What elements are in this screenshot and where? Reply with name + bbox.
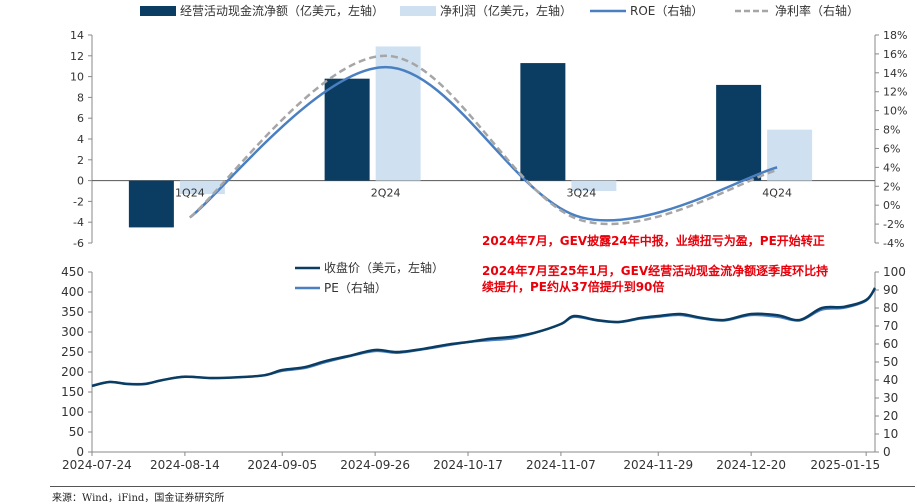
chart-1-right-tick-label: 14%: [883, 67, 907, 80]
chart-1-left-tick-label: 12: [70, 50, 84, 63]
chart-1-net-margin-line: [189, 54, 778, 226]
chart-1-legend-swatch: [400, 6, 436, 16]
chart-1-bar: [128, 180, 174, 228]
chart-1-left-tick-label: 4: [77, 133, 84, 146]
chart-1-right-tick-label: 0%: [883, 199, 900, 212]
chart-2-x-tick-label: 2024-11-29: [623, 458, 693, 472]
chart-2-right-tick-label: 60: [883, 337, 898, 351]
chart-1-right-tick-label: 4%: [883, 161, 900, 174]
chart-1-legend-label: 净利率（右轴）: [775, 3, 859, 18]
chart-2-pe-line: [91, 287, 876, 387]
chart-1-legend-swatch: [140, 6, 176, 16]
chart-1-legend-label: ROE（右轴）: [630, 3, 703, 18]
chart-2-annotation-line: 续提升，PE约从37倍提升到90倍: [482, 279, 664, 294]
chart-2-left-tick-label: 200: [61, 365, 84, 379]
chart-2-right-tick-label: 90: [883, 283, 898, 297]
chart-2-x-tick-label: 2024-07-24: [62, 458, 132, 472]
chart-2-right-tick-label: 0: [883, 445, 891, 459]
chart-2-x-tick-label: 2024-12-20: [716, 458, 786, 472]
chart-2-price-pe: 0 50 100 150 200 250 300 350 400 450 0 10 20 30 40 50 60…: [61, 260, 906, 472]
chart-1-left-tick-label: -2: [73, 195, 84, 208]
chart-1-legend: 经营活动现金流净额（亿美元，左轴） 净利润（亿美元，左轴） ROE（右轴） 净利率（右…: [140, 3, 859, 18]
chart-1-left-tick-label: 6: [77, 112, 84, 125]
chart-2-legend-label: PE（右轴）: [324, 280, 387, 295]
chart-2-left-tick-label: 150: [61, 385, 84, 399]
chart-2-left-tick-label: 350: [61, 305, 84, 319]
chart-1-left-tick-label: 2: [77, 154, 84, 167]
chart-2-annotation-line: 2024年7月至25年1月，GEV经营活动现金流净额逐季度环比持: [482, 263, 828, 278]
chart-2-annotation: 2024年7月至25年1月，GEV经营活动现金流净额逐季度环比持续提升，PE约从…: [482, 263, 828, 294]
chart-2-left-tick-label: 300: [61, 325, 84, 339]
chart-1-legend-label: 净利润（亿美元，左轴）: [440, 3, 572, 18]
chart-1-bar: [767, 129, 813, 181]
chart-1-legend-label: 经营活动现金流净额（亿美元，左轴）: [180, 3, 384, 18]
chart-1-bar: [324, 78, 370, 181]
chart-1-bar: [179, 180, 225, 195]
chart-2-right-tick-label: 50: [883, 355, 898, 369]
chart-1-right-tick-label: 8%: [883, 124, 900, 137]
chart-2-right-tick-label: 100: [883, 265, 906, 279]
chart-2-left-tick-label: 400: [61, 285, 84, 299]
chart-2-left-tick-label: 0: [76, 445, 84, 459]
chart-1-left-tick-label: 10: [70, 71, 84, 84]
chart-1-category-label: 2Q24: [371, 187, 401, 200]
chart-2-left-tick-label: 450: [61, 265, 84, 279]
chart-1-roe-line: [189, 65, 778, 222]
chart-2-x-tick-label: 2024-10-17: [433, 458, 503, 472]
chart-1-category-label: 3Q24: [567, 187, 597, 200]
chart-2-right-tick-label: 40: [883, 373, 898, 387]
source-divider: [50, 486, 915, 487]
chart-2-x-tick-label: 2024-09-26: [340, 458, 410, 472]
chart-2-close-price-line: [91, 287, 877, 388]
chart-2-right-tick-label: 70: [883, 319, 898, 333]
chart-2-right-tick-label: 30: [883, 391, 898, 405]
chart-1-bar: [716, 84, 762, 181]
chart-1-right-tick-label: 12%: [883, 86, 907, 99]
chart-1-left-tick-label: -6: [73, 237, 84, 250]
chart-1-left-tick-label: 8: [77, 91, 84, 104]
chart-2-x-tick-label: 2024-11-07: [526, 458, 596, 472]
chart-2-left-tick-label: 250: [61, 345, 84, 359]
chart-2-x-tick-label: 2024-09-05: [247, 458, 317, 472]
chart-1-right-tick-label: 16%: [883, 48, 907, 61]
chart-1-left-tick-label: 0: [77, 175, 84, 188]
chart-1-right-tick-label: 18%: [883, 29, 907, 42]
chart-2-x-tick-label: 2025-01-15: [810, 458, 880, 472]
chart-1-quarterly: -6 -4 -2 0 2 4 6 8 10 12 14 -4% -2% 0% 2% 4% 6% 8% 10% 12% 1…: [70, 3, 907, 250]
chart-1-right-tick-label: 10%: [883, 105, 907, 118]
chart-1-bar: [520, 63, 566, 181]
chart-1-annotation: 2024年7月，GEV披露24年中报，业绩扭亏为盈，PE开始转正: [482, 233, 825, 248]
chart-1-right-tick-label: 6%: [883, 142, 900, 155]
chart-1-right-tick-label: 2%: [883, 180, 900, 193]
chart-1-right-tick-label: -4%: [883, 237, 904, 250]
chart-1-bar: [571, 180, 617, 191]
chart-1-right-tick-label: -2%: [883, 218, 904, 231]
source-note: 来源：Wind，iFind，国金证券研究所: [52, 493, 225, 504]
chart-2-right-tick-label: 10: [883, 427, 898, 441]
chart-1-category-label: 1Q24: [175, 187, 205, 200]
chart-2-left-tick-label: 100: [61, 405, 84, 419]
chart-1-category-label: 4Q24: [762, 187, 792, 200]
chart-2-legend: 收盘价（美元，左轴） PE（右轴）: [295, 260, 444, 295]
chart-1-left-tick-label: 14: [70, 29, 84, 42]
chart-2-left-tick-label: 50: [69, 425, 84, 439]
chart-2-right-tick-label: 20: [883, 409, 898, 423]
chart-2-x-tick-label: 2024-08-14: [150, 458, 220, 472]
chart-1-left-tick-label: -4: [73, 216, 84, 229]
chart-2-legend-label: 收盘价（美元，左轴）: [324, 260, 444, 275]
chart-2-right-tick-label: 80: [883, 301, 898, 315]
